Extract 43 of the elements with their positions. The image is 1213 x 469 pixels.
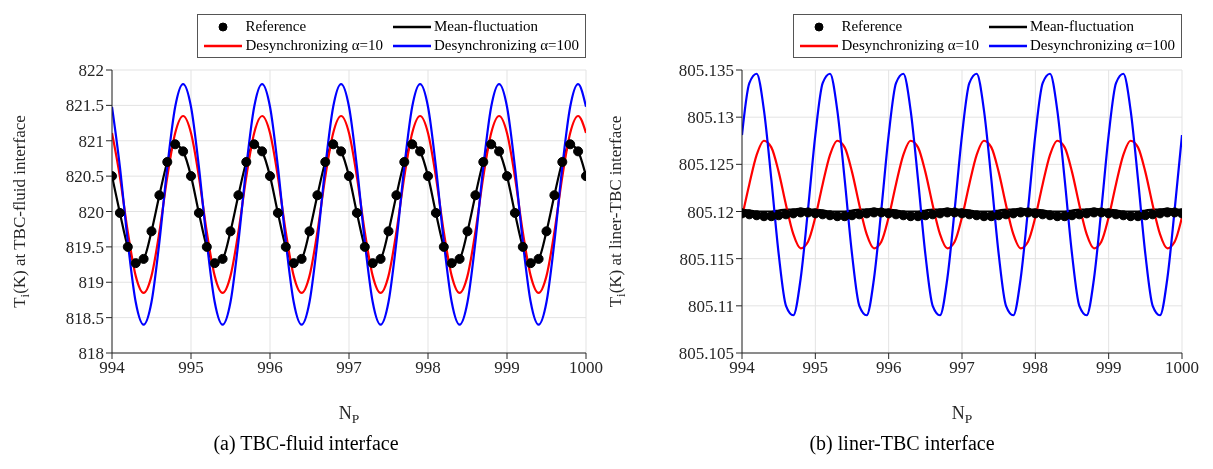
legend-label: Mean-fluctuation — [1029, 17, 1135, 36]
x-axis-title: N$_{P}$ — [951, 403, 973, 427]
x-tick-label: 999 — [1095, 358, 1122, 378]
y-tick-label: 805.11 — [687, 296, 734, 316]
x-tick-label: 1000 — [569, 358, 603, 378]
line-series — [112, 114, 586, 294]
legend-label: Desynchronizing α=10 — [841, 36, 979, 55]
x-tick-label: 995 — [178, 358, 204, 378]
y-tick-label: 805.125 — [678, 155, 734, 175]
y-tick-label: 819.5 — [65, 237, 104, 257]
x-tick-label: 994 — [729, 358, 756, 378]
y-tick-label: 821.5 — [65, 96, 104, 116]
y-tick-label: 805.12 — [687, 202, 734, 222]
x-tick-label: 996 — [875, 358, 902, 378]
line-series — [742, 139, 1182, 250]
y-tick-label: 819 — [78, 273, 104, 293]
y-tick-label: 820.5 — [65, 167, 104, 187]
text: (a) TBC-fluid interface — [212, 432, 400, 455]
x-tick-label: 998 — [415, 358, 441, 378]
x-tick-label: 998 — [1022, 358, 1049, 378]
y-tick-label: 805.13 — [687, 108, 734, 128]
y-tick-label: 822 — [78, 61, 104, 81]
x-tick-label: 997 — [949, 358, 976, 378]
line-series — [112, 83, 586, 326]
x-tick-label: 997 — [336, 358, 363, 378]
y-tick-label: 818.5 — [65, 308, 104, 328]
legend-label: Reference — [841, 17, 903, 36]
y-tick-label: 805.115 — [679, 249, 734, 269]
y-tick-label: 805.135 — [678, 61, 734, 81]
legend-label: Desynchronizing α=100 — [1029, 36, 1175, 55]
legend-label: Reference — [245, 17, 307, 36]
x-tick-label: 995 — [802, 358, 829, 378]
legend-label: Desynchronizing α=10 — [245, 36, 383, 55]
x-tick-label: 999 — [494, 358, 520, 378]
text: (b) liner-TBC interface — [808, 432, 996, 455]
x-tick-label: 996 — [257, 358, 283, 378]
x-tick-label: 1000 — [1165, 358, 1199, 378]
y-tick-label: 820 — [78, 202, 104, 222]
y-tick-label: 821 — [78, 131, 104, 151]
x-axis-title: N$_{P}$ — [338, 403, 360, 427]
x-tick-label: 994 — [99, 358, 126, 378]
legend-label: Desynchronizing α=100 — [433, 36, 579, 55]
legend-label: Mean-fluctuation — [433, 17, 539, 36]
